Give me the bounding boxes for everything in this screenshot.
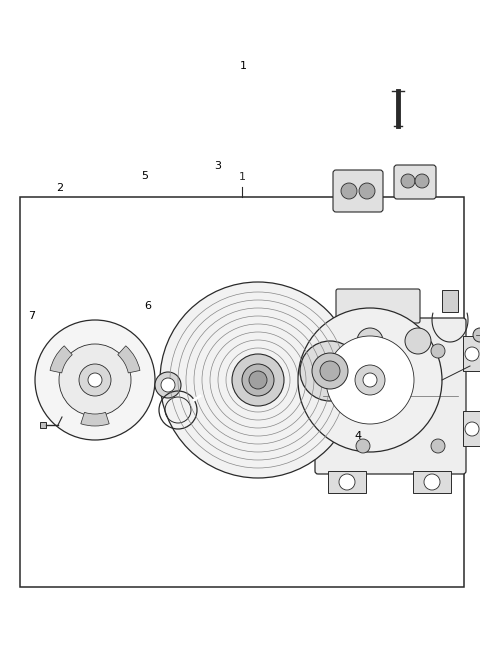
Bar [463, 411, 480, 446]
Circle shape [415, 174, 429, 188]
Circle shape [160, 282, 356, 478]
Circle shape [161, 378, 175, 392]
Circle shape [431, 439, 445, 453]
Text: 2: 2 [57, 183, 63, 193]
Circle shape [320, 361, 340, 381]
Text: 3: 3 [215, 161, 221, 171]
Circle shape [88, 373, 102, 387]
Text: 6: 6 [144, 301, 152, 311]
Circle shape [298, 308, 442, 452]
Circle shape [155, 372, 181, 398]
Circle shape [405, 328, 431, 354]
Text: 5: 5 [142, 171, 148, 181]
Circle shape [232, 354, 284, 406]
Circle shape [473, 328, 480, 342]
FancyBboxPatch shape [394, 165, 436, 199]
FancyBboxPatch shape [333, 170, 383, 212]
Circle shape [431, 344, 445, 358]
Bar [413, 471, 451, 493]
Circle shape [339, 474, 355, 490]
Text: 1: 1 [240, 61, 247, 71]
Text: 7: 7 [28, 311, 36, 321]
Circle shape [312, 353, 348, 389]
Circle shape [465, 422, 479, 436]
Circle shape [356, 344, 370, 358]
Bar [328, 471, 366, 493]
Circle shape [300, 341, 360, 401]
FancyBboxPatch shape [315, 318, 466, 474]
Circle shape [424, 474, 440, 490]
Text: 4: 4 [354, 431, 361, 441]
Bar [442, 290, 458, 312]
Wedge shape [118, 346, 140, 373]
Circle shape [341, 183, 357, 199]
Circle shape [242, 364, 274, 396]
Circle shape [59, 344, 131, 416]
Circle shape [249, 371, 267, 389]
Circle shape [363, 373, 377, 387]
Circle shape [79, 364, 111, 396]
Circle shape [326, 336, 414, 424]
Bar [40, 422, 46, 428]
Circle shape [401, 174, 415, 188]
Circle shape [356, 439, 370, 453]
FancyBboxPatch shape [336, 289, 420, 323]
Circle shape [465, 347, 479, 361]
Circle shape [359, 183, 375, 199]
Circle shape [35, 320, 155, 440]
Bar [20, 197, 464, 587]
Circle shape [355, 365, 385, 395]
Text: 1: 1 [239, 172, 246, 182]
Wedge shape [50, 346, 72, 373]
Circle shape [357, 328, 383, 354]
Wedge shape [81, 413, 109, 426]
Bar [463, 336, 480, 371]
